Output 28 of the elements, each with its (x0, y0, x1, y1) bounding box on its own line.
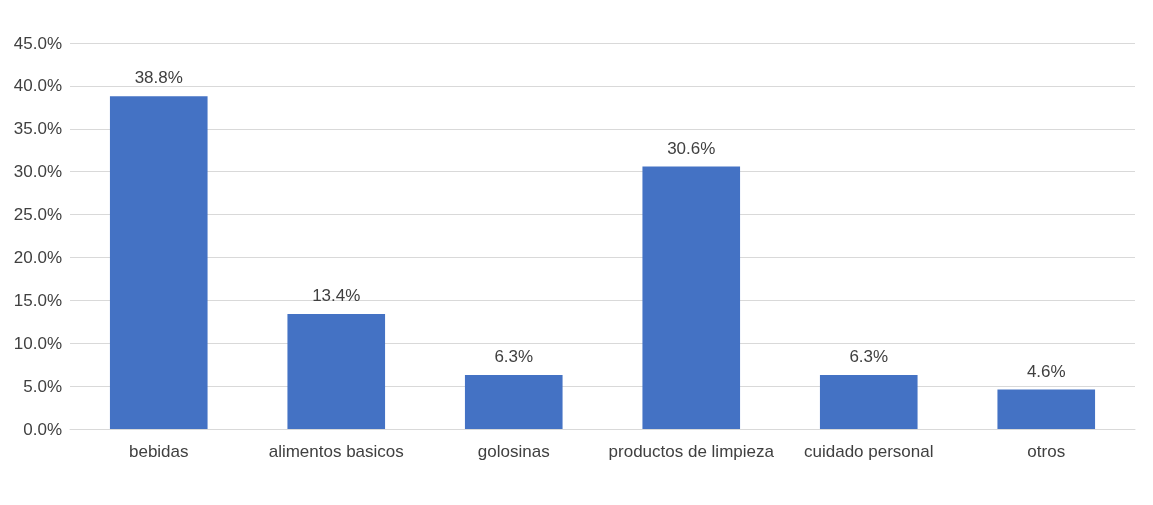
bar (997, 389, 1096, 429)
y-tick-label: 35.0% (13, 119, 62, 139)
y-tick-label: 20.0% (13, 247, 62, 267)
y-tick-label: 5.0% (23, 376, 62, 396)
y-tick-label: 40.0% (13, 76, 62, 96)
data-label: 30.6% (667, 138, 716, 158)
x-tick-label: bebidas (128, 442, 189, 461)
y-tick-label: 25.0% (13, 205, 62, 225)
data-label: 4.6% (1026, 361, 1066, 381)
x-tick-label: otros (1027, 442, 1066, 461)
y-tick-label: 45.0% (13, 33, 62, 53)
y-tick-label: 15.0% (13, 290, 62, 310)
bar (109, 96, 208, 429)
data-label: 6.3% (849, 346, 889, 366)
x-tick-label: productos de limpieza (608, 442, 775, 461)
x-tick-label: alimentos basicos (268, 442, 404, 461)
bar (464, 374, 563, 429)
data-label: 38.8% (134, 68, 183, 88)
bar (642, 166, 741, 429)
y-tick-label: 10.0% (13, 333, 62, 353)
data-label: 6.3% (494, 346, 534, 366)
y-tick-label: 30.0% (13, 162, 62, 182)
y-tick-label: 0.0% (23, 419, 62, 439)
data-label: 13.4% (312, 286, 361, 306)
x-tick-label: golosinas (477, 442, 550, 461)
bar (287, 314, 386, 429)
bar (819, 374, 918, 429)
x-tick-label: cuidado personal (804, 442, 934, 461)
